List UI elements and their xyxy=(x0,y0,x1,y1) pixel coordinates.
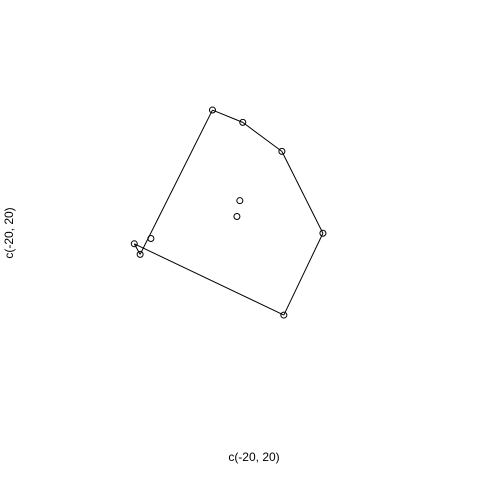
data-point xyxy=(239,118,247,126)
hull-segment xyxy=(281,151,324,234)
data-point xyxy=(278,147,286,155)
hull-segment xyxy=(133,243,141,255)
convex-hull-layer xyxy=(133,109,324,316)
data-point xyxy=(136,250,144,258)
data-point xyxy=(147,235,155,243)
data-point xyxy=(130,240,138,248)
hull-segment xyxy=(283,233,324,316)
data-point xyxy=(280,311,288,319)
hull-segment xyxy=(242,121,283,152)
hull-segment xyxy=(134,243,285,316)
hull-segment xyxy=(139,109,213,255)
data-points-layer xyxy=(130,106,327,319)
y-axis-label: c(-20, 20) xyxy=(2,207,16,258)
data-point xyxy=(233,213,241,221)
data-point xyxy=(319,229,327,237)
hull-segment xyxy=(212,109,243,123)
x-axis-label: c(-20, 20) xyxy=(228,450,279,464)
data-point xyxy=(208,106,216,114)
data-point xyxy=(236,197,244,205)
